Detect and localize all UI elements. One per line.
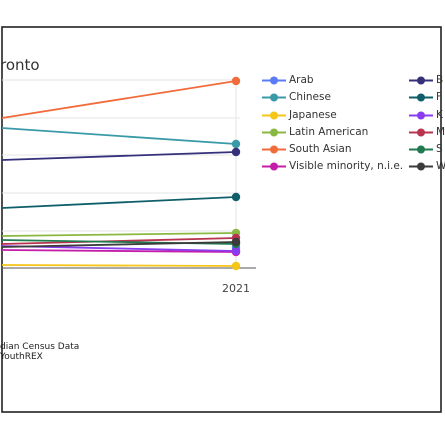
legend-label: M: [436, 125, 445, 138]
series-line: [1, 232, 237, 237]
legend-swatch-icon: [262, 93, 286, 102]
series-line: [1, 127, 237, 145]
legend-label: Arab: [289, 74, 314, 86]
legend-label: South Asian: [289, 143, 352, 156]
legend-label: K: [436, 108, 443, 121]
legend-label: B: [436, 74, 444, 86]
legend-swatch-icon: [262, 76, 286, 85]
series-line: [1, 264, 237, 267]
legend-label: W: [436, 160, 445, 173]
source-note-line-2: YouthREX: [0, 352, 43, 362]
legend-label: Visible minority, n.i.e.: [289, 160, 404, 173]
legend-label: Japanese: [289, 108, 337, 121]
legend-swatch-icon: [409, 93, 433, 102]
data-point[interactable]: [231, 261, 241, 271]
source-note-line-1: dian Census Data: [0, 342, 80, 352]
x-tick-label: 2021: [222, 282, 250, 295]
legend-swatch-icon: [262, 128, 286, 137]
data-point[interactable]: [231, 139, 241, 149]
legend-label: S: [436, 143, 443, 156]
legend-label: F: [436, 91, 443, 104]
series-line: [1, 151, 237, 161]
data-point[interactable]: [231, 76, 241, 86]
series-line: [1, 196, 237, 209]
data-point[interactable]: [231, 147, 241, 157]
legend-swatch-icon: [262, 111, 286, 120]
legend-swatch-icon: [409, 145, 433, 154]
legend-swatch-icon: [409, 162, 433, 171]
legend-label: Latin American: [289, 125, 369, 138]
legend-swatch-icon: [409, 76, 433, 85]
data-point[interactable]: [231, 192, 241, 202]
series-line: [1, 241, 237, 248]
data-point[interactable]: [231, 237, 241, 247]
series-line: [1, 80, 237, 119]
series-line: [1, 237, 237, 245]
legend-label: Chinese: [289, 91, 331, 104]
legend-swatch-icon: [262, 145, 286, 154]
series-line: [1, 249, 237, 253]
legend-swatch-icon: [409, 128, 433, 137]
data-point[interactable]: [231, 246, 241, 256]
legend-swatch-icon: [409, 111, 433, 120]
chart-title: ronto: [0, 56, 40, 74]
legend-swatch-icon: [262, 162, 286, 171]
